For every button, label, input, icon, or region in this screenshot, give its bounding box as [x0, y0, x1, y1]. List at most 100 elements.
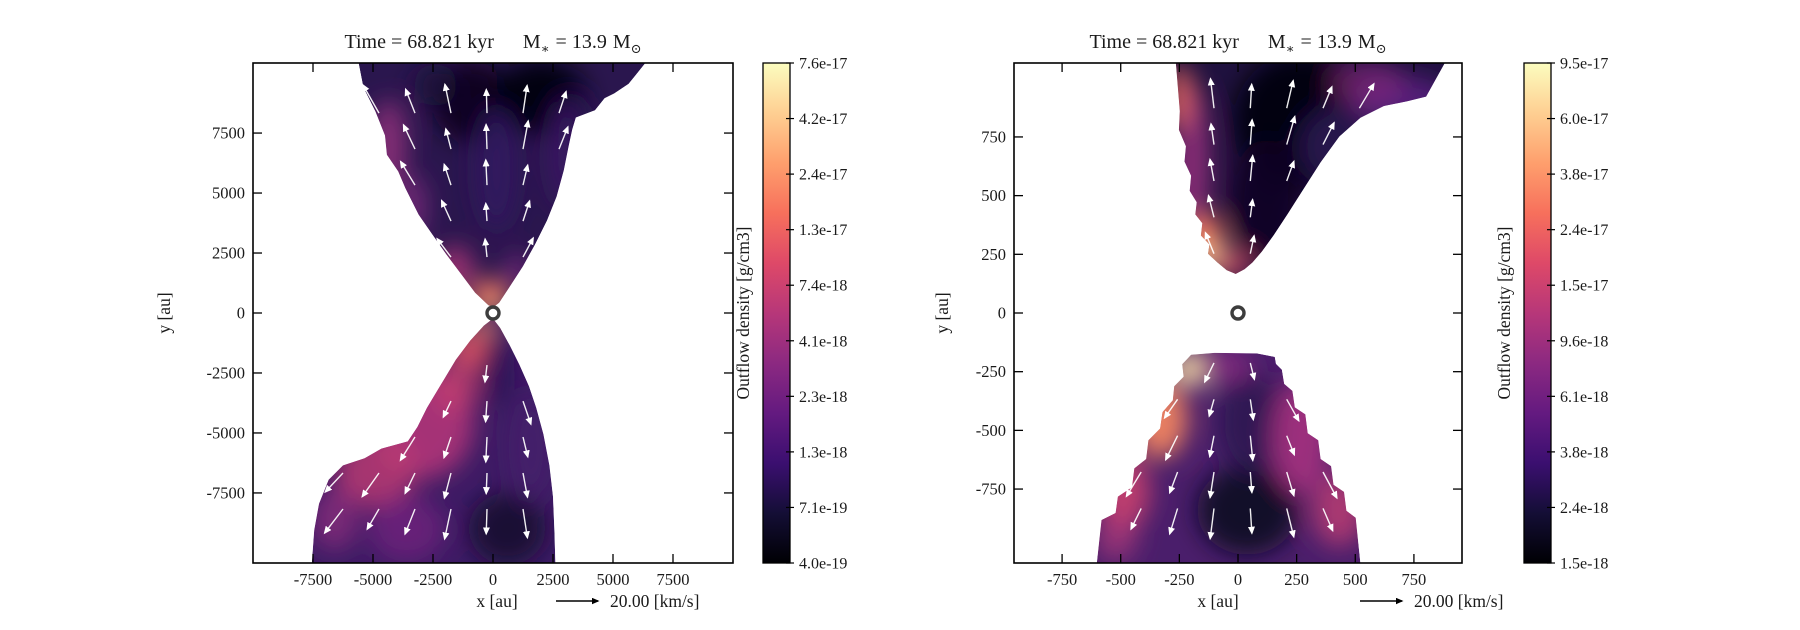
y-axis-label-left: y [au] — [154, 292, 174, 333]
colorbar-tick-label: 3.8e-17 — [1560, 167, 1608, 184]
colorbar-tick-label: 6.0e-17 — [1560, 111, 1608, 128]
velocity-arrow — [1207, 508, 1215, 541]
density-lobe-upper-outflow — [358, 63, 646, 308]
title-mass-value: = 13.9 — [1300, 31, 1352, 53]
x-tick-label: 7500 — [657, 570, 690, 589]
velocity-arrow — [1207, 157, 1215, 182]
velocity-arrow — [1208, 122, 1216, 145]
colorbar-tick-label: 4.0e-19 — [799, 556, 847, 573]
y-tick-label: -5000 — [207, 423, 246, 442]
colorbar-tick-label: 4.1e-18 — [799, 333, 847, 350]
velocity-arrow — [442, 472, 452, 500]
density-lobe-upper-outflow — [1175, 63, 1445, 274]
y-tick-label: -2500 — [207, 363, 246, 382]
velocity-arrow — [482, 365, 490, 384]
colorbar-tick-label: 7.1e-19 — [799, 500, 847, 517]
velocity-arrow — [1204, 231, 1215, 254]
x-tick-label: 0 — [489, 570, 497, 589]
colorbar-tick-label: 1.3e-17 — [799, 222, 847, 239]
velocity-arrow — [1286, 115, 1297, 145]
density-lobe-lower-outflow — [311, 318, 556, 563]
x-tick-label: -2500 — [414, 570, 453, 589]
velocity-arrow — [1249, 234, 1257, 254]
x-tick-label: 5000 — [597, 570, 630, 589]
velocity-arrow — [482, 123, 490, 150]
colorbar-label-right: Outflow density [g/cm3] — [1494, 226, 1514, 399]
panel-large-scale: -7500 -5000 -2500 0 2500 5000 7500 -7500 -5000 -2… — [207, 56, 848, 590]
velocity-arrow — [1322, 85, 1333, 109]
y-tick-label: -750 — [976, 480, 1006, 499]
colorbar-tick-label: 4.2e-17 — [799, 111, 847, 128]
velocity-arrow — [522, 508, 530, 540]
velocity-arrow — [1165, 435, 1179, 462]
y-tick-label: 7500 — [212, 124, 245, 143]
x-tick-label: 500 — [1343, 570, 1368, 589]
colorbar-tick-label: 2.4e-17 — [1560, 222, 1608, 239]
x-tick-label: 750 — [1402, 570, 1427, 589]
x-tick-label: 2500 — [537, 570, 570, 589]
quiver-legend-right: 20.00 [km/s] — [1360, 591, 1503, 611]
velocity-arrow — [1322, 121, 1335, 145]
velocity-arrow — [522, 400, 533, 426]
title-sun-subscript: ⊙ — [630, 41, 642, 56]
star-marker — [485, 305, 501, 321]
velocity-arrow — [1322, 508, 1334, 533]
y-tick-label: 0 — [998, 304, 1006, 323]
x-tick-label: -750 — [1047, 570, 1077, 589]
colorbar-tick-label: 7.6e-17 — [799, 56, 847, 73]
y-tick-label: 500 — [981, 186, 1006, 205]
star-marker — [1230, 305, 1246, 321]
velocity-arrow — [1168, 508, 1179, 536]
plot-title-left: Time = 68.821 kyr M∗ = 13.9 M⊙ — [253, 31, 733, 56]
velocity-arrow — [558, 125, 569, 150]
title-sun-symbol: M — [612, 31, 631, 53]
velocity-arrow — [1248, 118, 1256, 145]
x-tick-label: -7500 — [294, 570, 333, 589]
velocity-arrow — [1358, 82, 1375, 109]
y-tick-label: -500 — [976, 421, 1006, 440]
x-axis-label-left: x [au] — [476, 591, 517, 611]
velocity-arrow — [1207, 435, 1215, 459]
velocity-arrow — [442, 508, 452, 541]
title-mass-symbol: M — [522, 31, 541, 53]
velocity-arrow — [482, 237, 490, 258]
x-tick-label: -250 — [1164, 570, 1194, 589]
velocity-arrow — [442, 82, 452, 114]
velocity-arrow — [482, 436, 490, 464]
x-tick-label: -500 — [1106, 570, 1136, 589]
velocity-arrow — [1248, 399, 1256, 422]
velocity-arrow — [1286, 508, 1296, 539]
velocity-arrow — [1247, 82, 1255, 109]
colorbar-tick-label: 1.3e-18 — [799, 444, 847, 461]
y-tick-label: 750 — [981, 127, 1006, 146]
velocity-arrow — [1322, 471, 1338, 500]
velocity-arrows — [1125, 77, 1375, 541]
velocity-arrow — [558, 90, 568, 114]
y-tick-label: -250 — [976, 362, 1006, 381]
title-sun-subscript: ⊙ — [1375, 41, 1387, 56]
velocity-arrow — [1247, 508, 1255, 535]
colorbar-tick-label: 7.4e-18 — [799, 278, 847, 295]
velocity-arrow — [366, 508, 380, 531]
velocity-arrow — [1286, 159, 1295, 182]
colorbar-tick-label: 9.6e-18 — [1560, 333, 1608, 350]
velocity-arrow — [1286, 79, 1296, 109]
y-tick-label: 0 — [237, 304, 245, 323]
velocity-arrow — [442, 162, 452, 186]
velocity-arrow — [323, 508, 344, 535]
colorbar-tick-label: 9.5e-17 — [1560, 56, 1608, 73]
velocity-arrow — [1130, 508, 1142, 531]
velocity-arrow — [522, 472, 530, 499]
density-lobe-lower-outflow — [1096, 352, 1361, 563]
velocity-arrow — [444, 127, 452, 150]
velocity-arrow — [482, 472, 490, 496]
velocity-arrow — [436, 237, 452, 258]
velocity-arrow — [522, 436, 530, 459]
title-mass-symbol: M — [1267, 31, 1286, 53]
velocity-arrow — [1248, 198, 1256, 218]
velocity-arrow — [404, 472, 416, 495]
legend-speed-label: 20.00 [km/s] — [610, 591, 699, 611]
velocity-arrow — [1206, 194, 1215, 218]
quiver-legend-left: 20.00 [km/s] — [556, 591, 699, 611]
